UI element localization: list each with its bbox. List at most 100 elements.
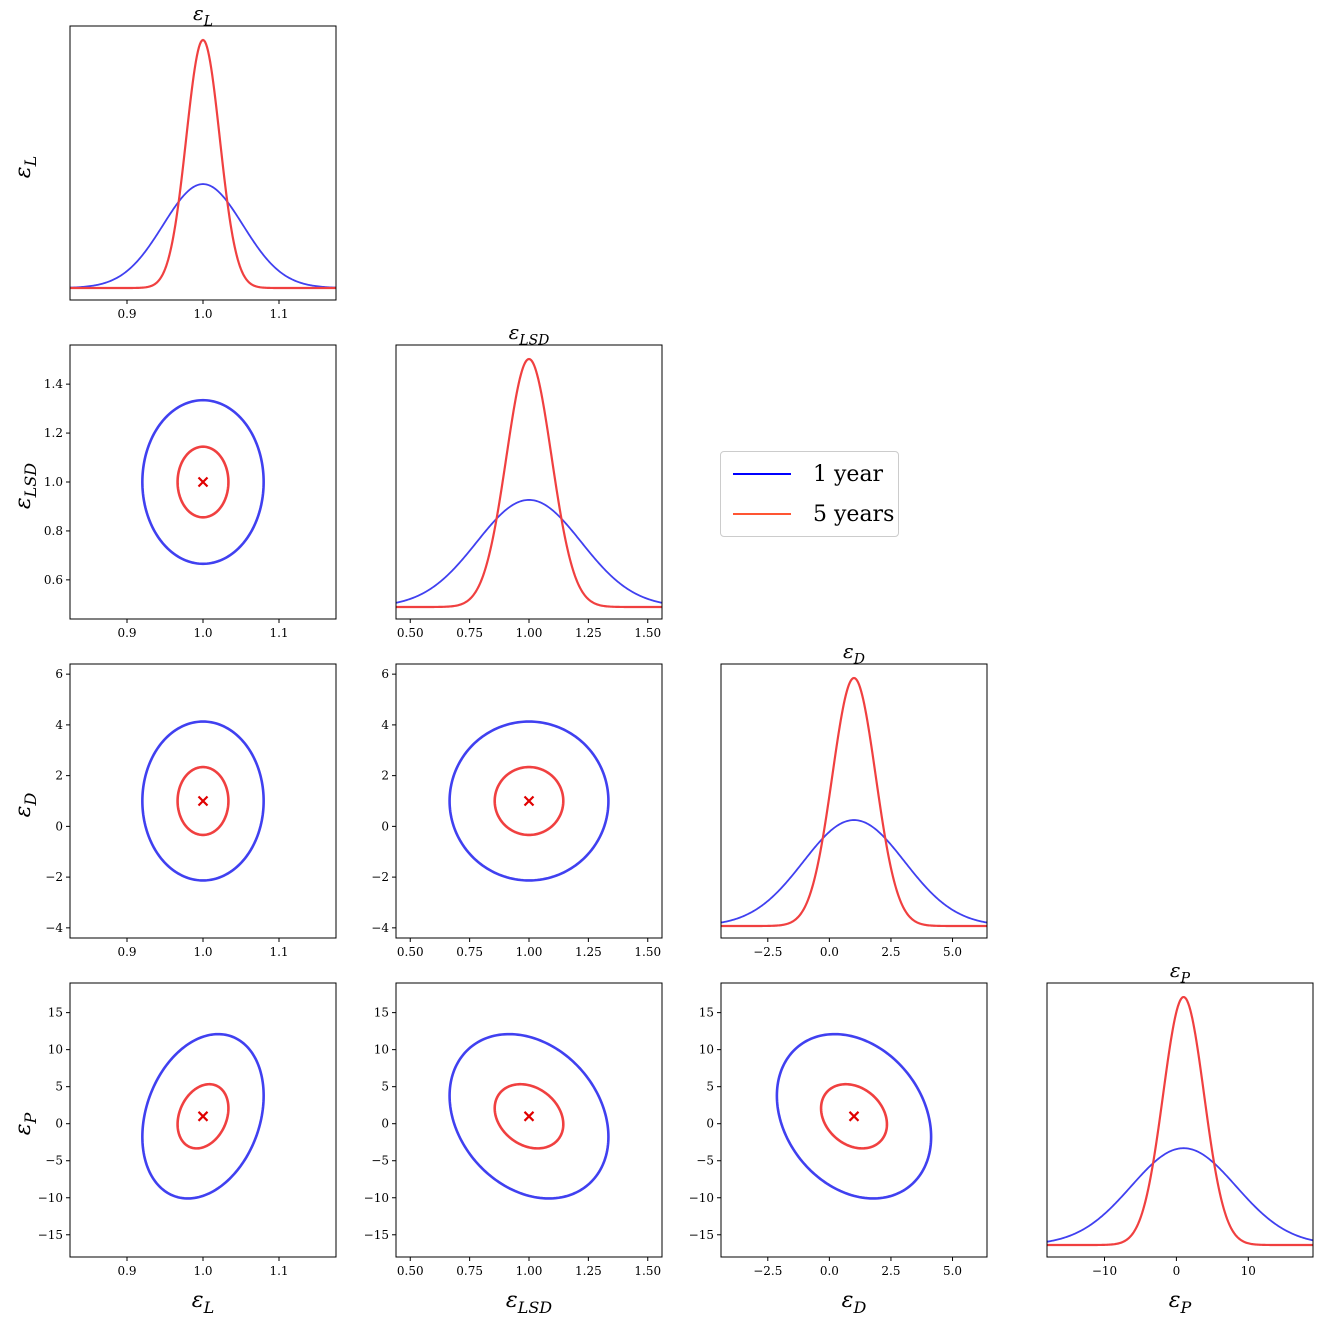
contour-year1-eps_L-eps_D xyxy=(141,720,265,882)
y-tick-label-minus-2: −2 xyxy=(45,870,63,884)
panel-eps_P-eps_P: −10 0 10 xyxy=(1046,982,1314,1278)
plot-area xyxy=(721,676,987,928)
x-tick-label-minus-10: −10 xyxy=(1092,1264,1117,1278)
x-tick-label-1p1: 1.1 xyxy=(269,626,288,640)
fiducial-marker-eps_D-eps_P xyxy=(848,1111,860,1122)
x-tick-label-minus-2p5: −2.5 xyxy=(753,945,782,959)
marginal-curve-year1-eps_D xyxy=(721,819,987,924)
x-tick-label-0p75: 0.75 xyxy=(456,1264,483,1278)
y-tick-label-minus-4: −4 xyxy=(371,921,389,935)
x-tick-label-minus-2p5: −2.5 xyxy=(753,1264,782,1278)
y-tick-label-15: 15 xyxy=(374,1006,389,1020)
plot-area xyxy=(448,1032,610,1200)
x-tick-label-0p75: 0.75 xyxy=(456,626,483,640)
y-tick-label-minus-5: −5 xyxy=(696,1154,714,1168)
panel-eps_L-eps_LSD: 0.6 0.8 1.0 1.2 1.4 0.9 1.0 1.1 xyxy=(44,344,337,640)
plot-area xyxy=(70,38,336,290)
x-tick-label-1p50: 1.50 xyxy=(634,626,661,640)
x-tick-label-1p25: 1.25 xyxy=(575,1264,602,1278)
panel-title-eps_P: εP xyxy=(1170,958,1191,987)
x-tick-label-1p00: 1.00 xyxy=(516,626,543,640)
y-tick-label-5: 5 xyxy=(381,1080,389,1094)
marginal-curve-year5-eps_P xyxy=(1047,995,1313,1247)
x-axis-label-eps_P: εP xyxy=(1169,1288,1192,1317)
y-axis-label-eps_LSD: εLSD xyxy=(11,463,40,509)
x-tick-label-0p9: 0.9 xyxy=(117,945,136,959)
x-tick-label-0: 0 xyxy=(1173,1264,1181,1278)
y-tick-label-0: 0 xyxy=(706,1117,714,1131)
x-tick-label-0p50: 0.50 xyxy=(397,945,424,959)
contour-year1-eps_L-eps_LSD xyxy=(141,398,265,566)
y-tick-label-4: 4 xyxy=(55,718,63,732)
y-tick-label-1p4: 1.4 xyxy=(44,377,63,391)
x-tick-label-0p50: 0.50 xyxy=(397,626,424,640)
x-tick-label-2p5: 2.5 xyxy=(881,1264,900,1278)
y-tick-label-minus-15: −15 xyxy=(689,1228,714,1242)
legend: 1 year 5 years xyxy=(720,451,899,537)
y-tick-label-minus-10: −10 xyxy=(38,1191,63,1205)
fiducial-marker-eps_L-eps_LSD xyxy=(197,476,209,488)
x-tick-label-1p1: 1.1 xyxy=(269,945,288,959)
x-tick-label-5p0: 5.0 xyxy=(943,945,962,959)
y-tick-label-5: 5 xyxy=(706,1080,714,1094)
y-tick-label-0: 0 xyxy=(55,1117,63,1131)
fiducial-marker-eps_L-eps_D xyxy=(197,795,209,807)
y-tick-label-10: 10 xyxy=(374,1043,389,1057)
contour-year5-eps_LSD-eps_D xyxy=(493,765,565,837)
panel-frame xyxy=(69,663,337,939)
x-tick-label-10: 10 xyxy=(1241,1264,1256,1278)
panel-frame xyxy=(395,982,663,1258)
marginal-curve-year1-eps_P xyxy=(1047,1147,1313,1243)
plot-area xyxy=(1047,995,1313,1247)
legend-swatch-1-year xyxy=(733,473,791,475)
panel-frame xyxy=(69,25,337,301)
y-tick-label-minus-10: −10 xyxy=(364,1191,389,1205)
panel-frame xyxy=(69,982,337,1258)
marginal-curve-year1-eps_L xyxy=(70,183,336,289)
y-axis-label-eps_D: εD xyxy=(11,793,40,818)
y-tick-label-15: 15 xyxy=(699,1006,714,1020)
y-tick-label-4: 4 xyxy=(381,718,389,732)
contour-year5-eps_D-eps_P xyxy=(819,1082,889,1150)
x-tick-label-1p25: 1.25 xyxy=(575,626,602,640)
contour-year1-eps_L-eps_P xyxy=(141,1032,265,1200)
y-tick-label-minus-15: −15 xyxy=(364,1228,389,1242)
y-tick-label-5: 5 xyxy=(55,1080,63,1094)
y-tick-label-10: 10 xyxy=(699,1043,714,1057)
panel-title-eps_D: εD xyxy=(843,639,865,668)
x-tick-label-1p1: 1.1 xyxy=(269,307,288,321)
panel-frame xyxy=(395,663,663,939)
x-tick-label-1p0: 1.0 xyxy=(193,1264,212,1278)
y-tick-label-minus-15: −15 xyxy=(38,1228,63,1242)
marginal-curve-year5-eps_D xyxy=(721,676,987,928)
contour-year5-eps_L-eps_D xyxy=(176,765,230,837)
panel-title-eps_LSD: εLSD xyxy=(509,320,550,349)
marginal-curve-year1-eps_LSD xyxy=(396,499,662,604)
panel-eps_D-eps_D: −2.5 0.0 2.5 5.0 xyxy=(720,663,988,959)
x-tick-label-0p50: 0.50 xyxy=(397,1264,424,1278)
contour-year5-eps_L-eps_LSD xyxy=(176,445,230,519)
legend-swatch-5-years xyxy=(733,513,791,515)
y-tick-label-6: 6 xyxy=(55,667,63,681)
legend-label-1-year: 1 year xyxy=(813,461,884,487)
legend-item-1-year: 1 year xyxy=(733,459,883,489)
y-tick-label-0: 0 xyxy=(381,1117,389,1131)
marginal-curve-year5-eps_LSD xyxy=(396,357,662,609)
contour-year1-eps_LSD-eps_D xyxy=(448,720,610,882)
x-tick-label-0p9: 0.9 xyxy=(117,307,136,321)
y-tick-label-2: 2 xyxy=(381,769,389,783)
y-tick-label-6: 6 xyxy=(381,667,389,681)
fiducial-marker-eps_LSD-eps_D xyxy=(523,795,535,807)
y-tick-label-1p0: 1.0 xyxy=(44,475,63,489)
y-tick-label-0: 0 xyxy=(55,819,63,833)
x-tick-label-1p0: 1.0 xyxy=(193,307,212,321)
legend-label-5-years: 5 years xyxy=(813,501,895,527)
panel-frame xyxy=(1046,982,1314,1258)
panel-eps_L-eps_P: −15 −10 −5 0 5 10 15 0.9 1.0 1.1 xyxy=(38,982,337,1278)
y-tick-label-0p6: 0.6 xyxy=(44,573,63,587)
x-axis-label-eps_D: εD xyxy=(842,1288,867,1317)
y-tick-label-minus-5: −5 xyxy=(371,1154,389,1168)
panel-eps_LSD-eps_D: −4 −2 0 2 4 6 0.50 0.75 1.00 1.25 1.50 xyxy=(371,663,663,959)
y-axis-label-eps_P: εP xyxy=(11,1112,40,1135)
